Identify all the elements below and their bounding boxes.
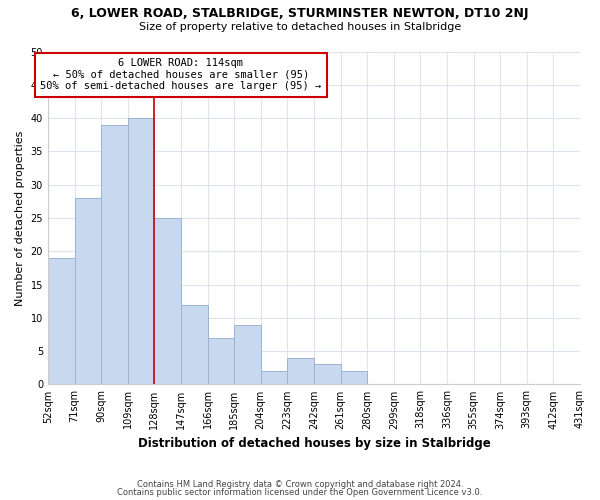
Bar [341,371,367,384]
Bar [48,258,74,384]
Bar [208,338,234,384]
Bar [287,358,314,384]
Y-axis label: Number of detached properties: Number of detached properties [15,130,25,306]
X-axis label: Distribution of detached houses by size in Stalbridge: Distribution of detached houses by size … [137,437,490,450]
Text: Contains public sector information licensed under the Open Government Licence v3: Contains public sector information licen… [118,488,482,497]
Text: 6, LOWER ROAD, STALBRIDGE, STURMINSTER NEWTON, DT10 2NJ: 6, LOWER ROAD, STALBRIDGE, STURMINSTER N… [71,8,529,20]
Bar [234,324,261,384]
Bar [101,124,128,384]
Bar [128,118,154,384]
Text: Contains HM Land Registry data © Crown copyright and database right 2024.: Contains HM Land Registry data © Crown c… [137,480,463,489]
Text: Size of property relative to detached houses in Stalbridge: Size of property relative to detached ho… [139,22,461,32]
Bar [154,218,181,384]
Text: 6 LOWER ROAD: 114sqm
← 50% of detached houses are smaller (95)
50% of semi-detac: 6 LOWER ROAD: 114sqm ← 50% of detached h… [40,58,322,92]
Bar [261,371,287,384]
Bar [314,364,341,384]
Bar [74,198,101,384]
Bar [181,304,208,384]
